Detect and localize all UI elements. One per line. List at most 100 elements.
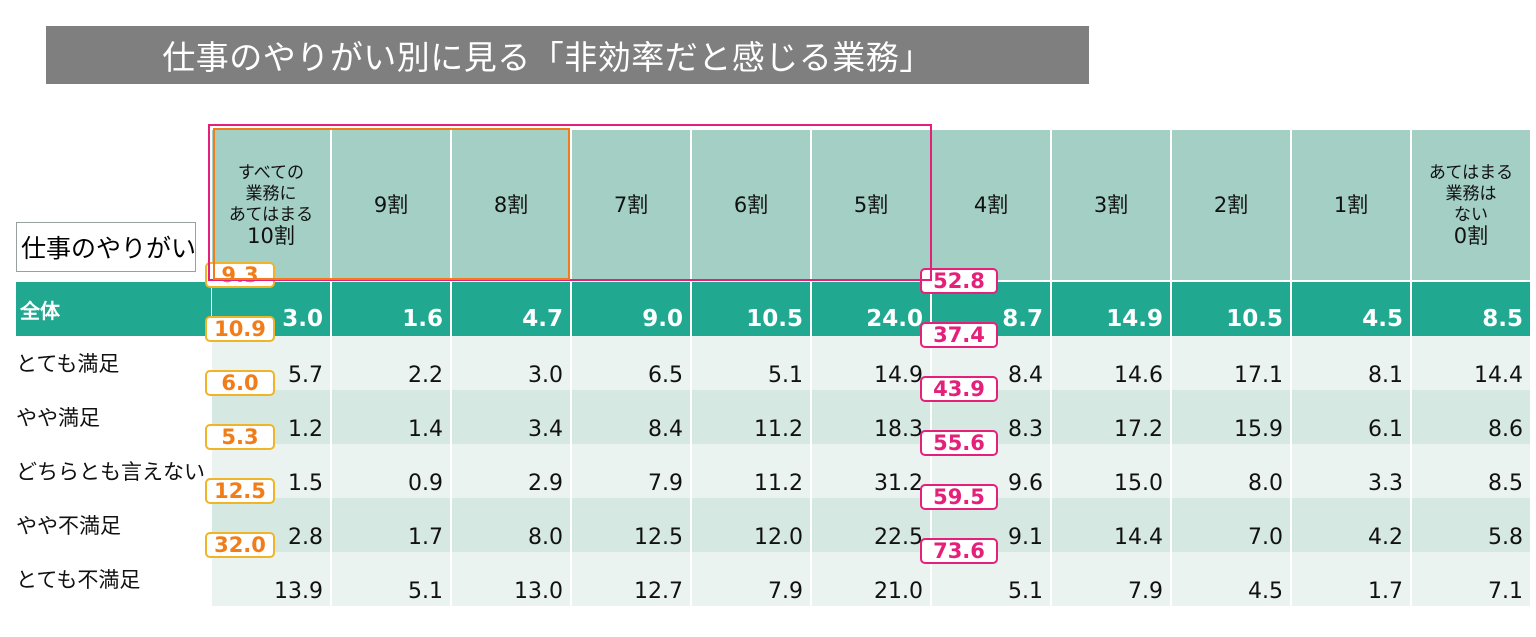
table-cell: 1.4 xyxy=(332,390,450,444)
table-cell: 2.9 xyxy=(452,444,570,498)
table-cell: 21.0 xyxy=(812,552,930,606)
column-header-line: 9割 xyxy=(373,193,409,217)
column-header: あてはまる 業務は ない 0割 xyxy=(1412,130,1530,280)
column-header-line: 7割 xyxy=(613,193,649,217)
column-header-line: 8割 xyxy=(493,193,529,217)
row-label: やや満足 xyxy=(16,406,100,430)
row-label: とても不満足 xyxy=(16,568,141,592)
sum-10-to-8-badge: 32.0 xyxy=(205,532,275,558)
column-header-line: あてはまる xyxy=(228,205,314,225)
table-cell: 3.0 xyxy=(452,336,570,390)
table-cell: 14.4 xyxy=(1052,498,1170,552)
row-label: やや不満足 xyxy=(16,514,121,538)
table-cell: 8.1 xyxy=(1292,336,1410,390)
column-header: 5割 xyxy=(812,130,930,280)
table-cell: 7.0 xyxy=(1172,498,1290,552)
table-cell: 8.4 xyxy=(572,390,690,444)
table-cell: 4.5 xyxy=(1292,282,1410,336)
column-header: 2割 xyxy=(1172,130,1290,280)
column-header-line: 1割 xyxy=(1333,193,1369,217)
table-cell: 11.2 xyxy=(692,390,810,444)
column-header: 3割 xyxy=(1052,130,1170,280)
table-cell: 8.5 xyxy=(1412,444,1530,498)
table-cell: 31.2 xyxy=(812,444,930,498)
column-header-line: 2割 xyxy=(1213,193,1249,217)
table-cell: 0.9 xyxy=(332,444,450,498)
table-cell: 1.6 xyxy=(332,282,450,336)
table-cell: 8.0 xyxy=(452,498,570,552)
column-header-line: 4割 xyxy=(973,193,1009,217)
table-cell: 8.0 xyxy=(1172,444,1290,498)
column-header-line: 0割 xyxy=(1453,224,1489,248)
table-cell: 12.5 xyxy=(572,498,690,552)
table-cell: 10.5 xyxy=(1172,282,1290,336)
table-cell: 17.2 xyxy=(1052,390,1170,444)
table-cell: 11.2 xyxy=(692,444,810,498)
column-header-line: すべての xyxy=(237,163,305,183)
row-label: とても満足 xyxy=(16,352,120,376)
table-cell: 4.5 xyxy=(1172,552,1290,606)
table-cell: 13.9 xyxy=(212,552,330,606)
table-cell: 3.4 xyxy=(452,390,570,444)
column-header: 8割 xyxy=(452,130,570,280)
row-label: 全体 xyxy=(16,282,211,336)
table-cell: 14.4 xyxy=(1412,336,1530,390)
table-cell: 5.8 xyxy=(1412,498,1530,552)
column-header-line: 3割 xyxy=(1093,193,1129,217)
sum-10-to-5-badge: 43.9 xyxy=(920,376,998,402)
sum-10-to-5-badge: 52.8 xyxy=(920,268,998,294)
table-cell: 8.6 xyxy=(1412,390,1530,444)
table-cell: 7.9 xyxy=(692,552,810,606)
table-cell: 6.5 xyxy=(572,336,690,390)
table-cell: 14.9 xyxy=(1052,282,1170,336)
table-cell: 15.0 xyxy=(1052,444,1170,498)
column-header: 7割 xyxy=(572,130,690,280)
column-header: 4割 xyxy=(932,130,1050,280)
column-header-line: 5割 xyxy=(853,193,889,217)
sum-10-to-5-badge: 59.5 xyxy=(920,484,998,510)
column-header-line: 6割 xyxy=(733,193,769,217)
table-cell: 7.1 xyxy=(1412,552,1530,606)
table-cell: 22.5 xyxy=(812,498,930,552)
column-header-line: 業務に xyxy=(245,184,297,204)
table-cell: 14.9 xyxy=(812,336,930,390)
column-header-line: 10割 xyxy=(247,224,295,248)
table-cell: 12.0 xyxy=(692,498,810,552)
table-cell: 5.1 xyxy=(332,552,450,606)
table-cell: 17.1 xyxy=(1172,336,1290,390)
row-axis-label: 仕事のやりがい xyxy=(16,222,196,272)
table-cell: 14.6 xyxy=(1052,336,1170,390)
table-cell: 6.1 xyxy=(1292,390,1410,444)
table-cell: 3.3 xyxy=(1292,444,1410,498)
sum-10-to-8-badge: 12.5 xyxy=(205,478,275,504)
column-header: 9割 xyxy=(332,130,450,280)
table-cell: 12.7 xyxy=(572,552,690,606)
sum-10-to-5-badge: 37.4 xyxy=(920,322,998,348)
table-cell: 7.9 xyxy=(1052,552,1170,606)
table-cell: 15.9 xyxy=(1172,390,1290,444)
column-header: 6割 xyxy=(692,130,810,280)
table-cell: 18.3 xyxy=(812,390,930,444)
table-cell: 7.9 xyxy=(572,444,690,498)
column-header-line: ない xyxy=(1453,205,1488,225)
column-header-line: 業務は xyxy=(1445,184,1497,204)
table-cell: 10.5 xyxy=(692,282,810,336)
table-cell: 5.1 xyxy=(692,336,810,390)
table-cell: 8.5 xyxy=(1412,282,1530,336)
table-cell: 1.7 xyxy=(1292,552,1410,606)
table-cell: 4.7 xyxy=(452,282,570,336)
sum-10-to-8-badge: 10.9 xyxy=(205,316,275,342)
sum-10-to-8-badge: 6.0 xyxy=(205,370,275,396)
column-header: 1割 xyxy=(1292,130,1410,280)
table-cell: 24.0 xyxy=(812,282,930,336)
row-label: どちらとも言えない xyxy=(16,460,205,484)
sum-10-to-5-badge: 55.6 xyxy=(920,430,998,456)
chart-title: 仕事のやりがい別に見る「非効率だと感じる業務」 xyxy=(46,26,1089,84)
table-cell: 9.0 xyxy=(572,282,690,336)
table-cell: 2.2 xyxy=(332,336,450,390)
table-cell: 1.7 xyxy=(332,498,450,552)
table-cell: 13.0 xyxy=(452,552,570,606)
column-header-line: あてはまる xyxy=(1428,163,1514,183)
column-header: すべての 業務に あてはまる 10割 xyxy=(212,130,330,280)
sum-10-to-8-badge: 5.3 xyxy=(205,424,275,450)
